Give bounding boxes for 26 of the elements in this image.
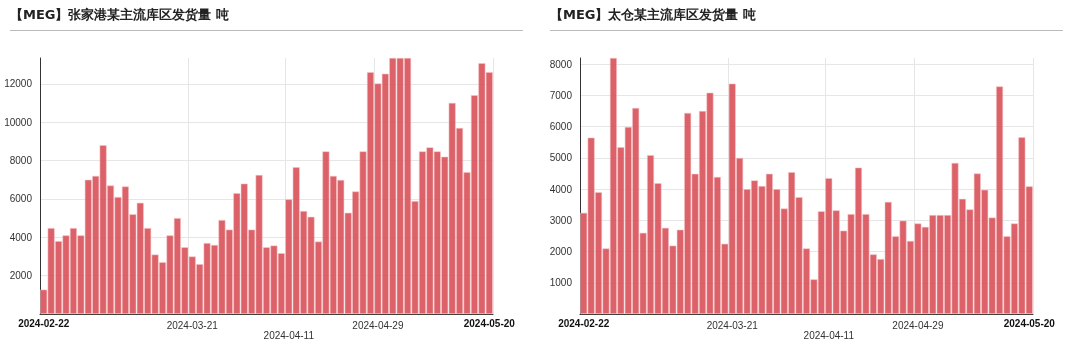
y-tick-label: 3000 [549, 214, 573, 226]
y-tick-label: 12000 [4, 78, 33, 90]
y-tick-label: 4000 [549, 183, 573, 195]
chart-title: 【MEG】张家港某主流库区发货量 吨 [10, 6, 523, 31]
x-tick-label: 2024-02-22 [558, 317, 610, 329]
x-tick-label: 2024-05-20 [463, 317, 516, 329]
y-tick-label: 2000 [9, 270, 33, 282]
y-tick-label: 6000 [549, 121, 573, 133]
x-tick-label: 2024-03-21 [706, 319, 759, 331]
y-tick-label: 6000 [9, 193, 33, 205]
y-tick-label: 8000 [549, 58, 573, 70]
x-tick-label: 2024-05-20 [1003, 317, 1056, 329]
x-tick-label: 2024-04-29 [892, 319, 944, 331]
y-tick-label: 1000 [549, 277, 573, 289]
chart-title: 【MEG】太仓某主流库区发货量 吨 [550, 6, 1063, 31]
x-tick-label: 2024-04-29 [352, 319, 404, 331]
y-tick-label: 10000 [4, 116, 33, 128]
x-tick-label: 2024-03-21 [166, 319, 219, 331]
y-tick-label: 8000 [9, 155, 33, 167]
y-tick-label: 2000 [549, 246, 573, 258]
y-tick-label: 7000 [549, 89, 573, 101]
x-tick-label: 2024-04-11 [803, 329, 855, 341]
x-tick-label: 2024-02-22 [18, 317, 70, 329]
y-tick-label: 4000 [9, 231, 33, 243]
x-tick-label: 2024-04-11 [263, 329, 315, 341]
y-tick-label: 5000 [549, 152, 573, 164]
